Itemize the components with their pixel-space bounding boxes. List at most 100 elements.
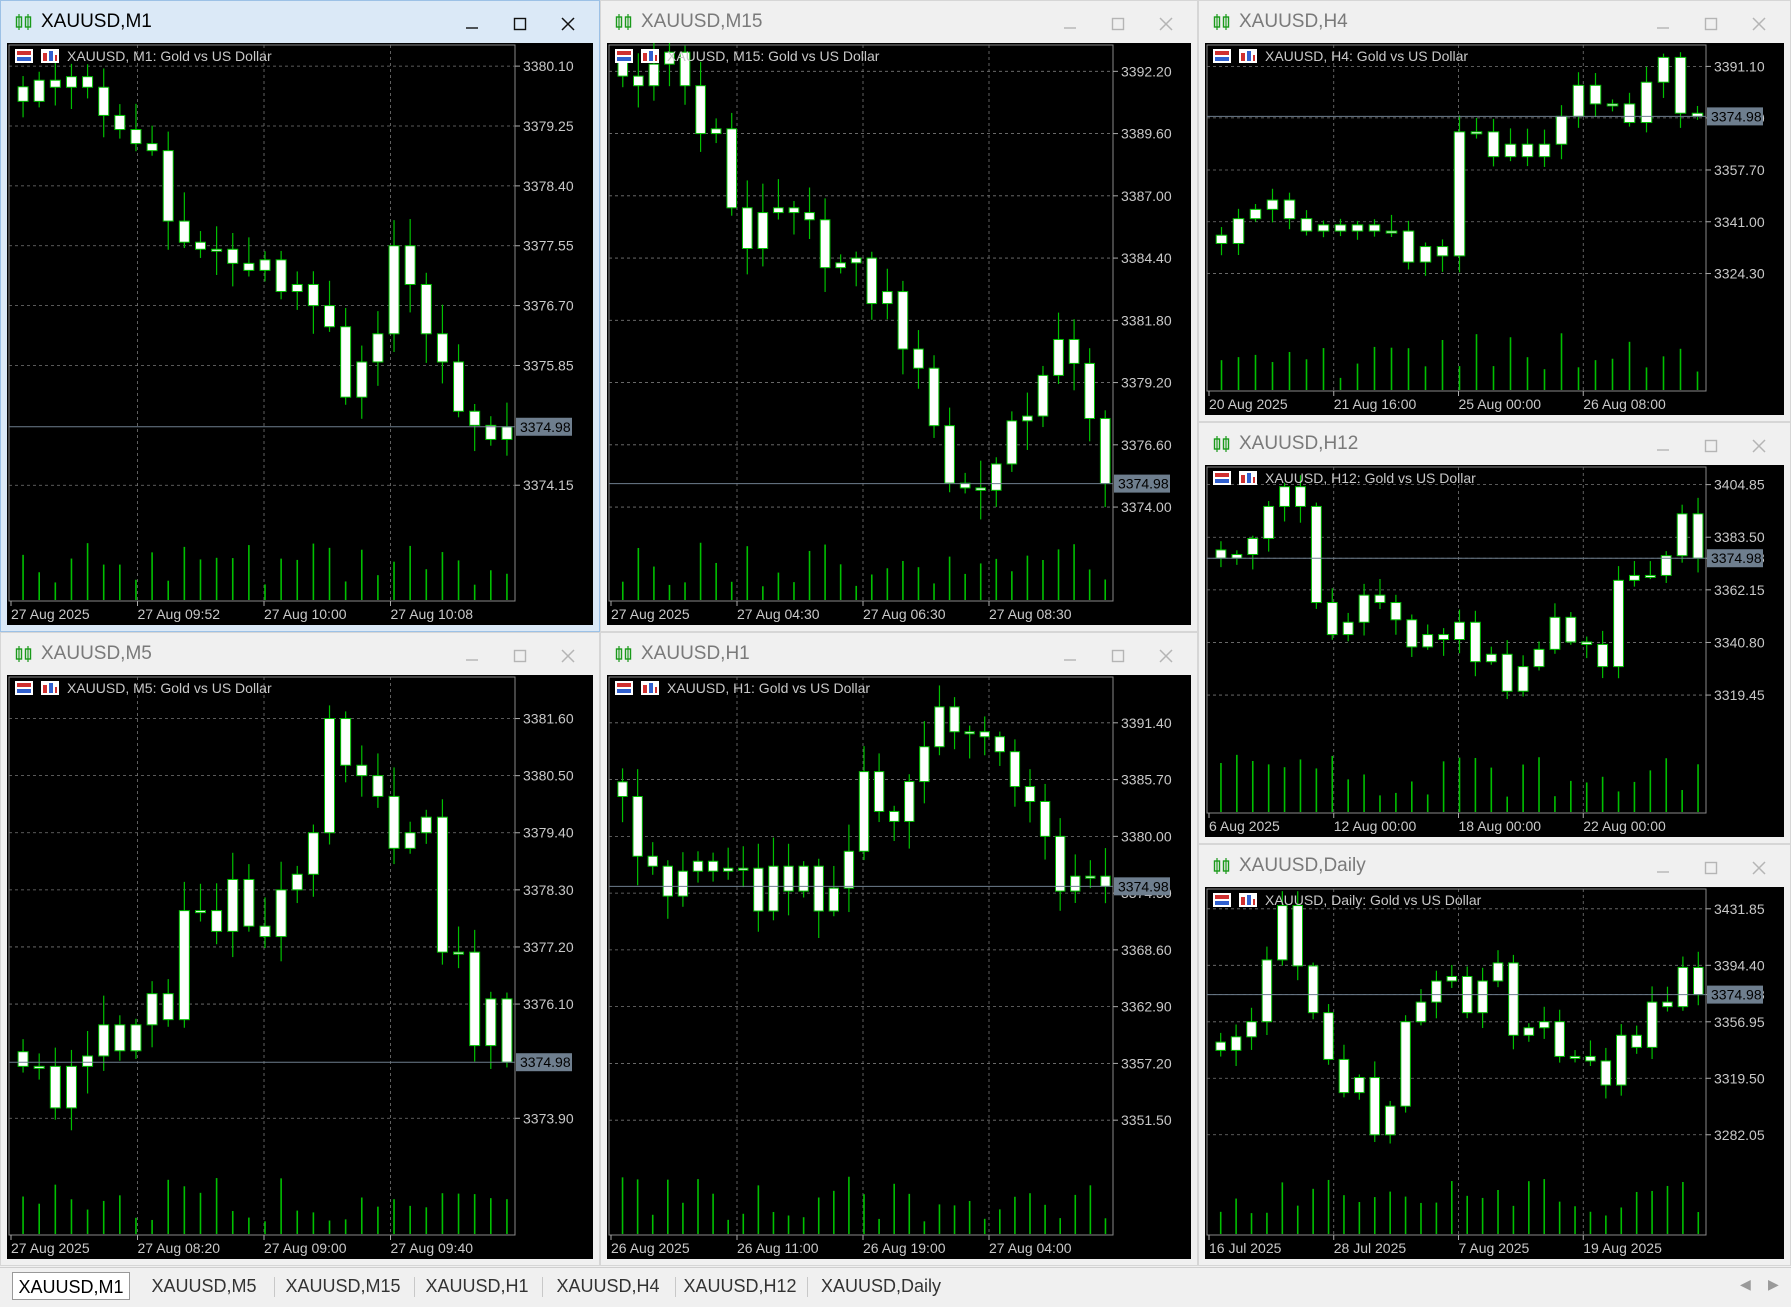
minimize-button[interactable] [1648, 9, 1678, 37]
candlestick-chart-icon [15, 645, 33, 663]
minimize-button[interactable] [1055, 641, 1085, 669]
candle [1657, 56, 1670, 83]
one-click-trading-icon[interactable] [615, 681, 633, 695]
symbol-description: XAUUSD, H4: Gold vs US Dollar [1265, 48, 1468, 64]
trade-panel-icon[interactable] [1239, 893, 1257, 907]
tab-xauusd-h12[interactable]: XAUUSD,H12 [683, 1276, 797, 1296]
chart-window-m1[interactable]: XAUUSD,M1 3380.10 3379.25 3378.40 3377.55 337… [0, 0, 600, 632]
candlestick-chart[interactable]: 3380.10 3379.25 3378.40 3377.55 3376.70 3375.… [7, 43, 593, 625]
close-button[interactable] [1744, 431, 1774, 459]
candle [1538, 143, 1551, 158]
chart-area[interactable]: 3381.60 3380.50 3379.40 3378.30 3377.20 3376.… [7, 675, 593, 1259]
trade-panel-icon[interactable] [41, 681, 59, 695]
chart-window-h4[interactable]: XAUUSD,H43391.103374.503357.703341.00332… [1198, 0, 1791, 422]
maximize-button[interactable] [1696, 431, 1726, 459]
one-click-trading-icon[interactable] [615, 49, 633, 63]
chart-area[interactable]: 3391.403385.703380.003374.303368.603362.… [607, 675, 1191, 1259]
window-title: XAUUSD,M15 [641, 11, 763, 32]
window-titlebar[interactable]: XAUUSD,M1 [1, 1, 599, 43]
maximize-button[interactable] [1103, 641, 1133, 669]
close-button[interactable] [553, 9, 583, 37]
trade-panel-icon[interactable] [641, 49, 659, 63]
candle [1597, 643, 1609, 668]
minimize-button[interactable] [1055, 9, 1085, 37]
candlestick-chart[interactable]: 3381.60 3380.50 3379.40 3378.30 3377.20 3376.… [7, 675, 593, 1259]
trade-panel-icon[interactable] [1239, 49, 1257, 63]
candle [913, 348, 924, 369]
one-click-trading-icon[interactable] [1213, 893, 1231, 907]
candle [324, 305, 336, 328]
candle [1555, 115, 1568, 145]
maximize-button[interactable] [1103, 9, 1133, 37]
window-title: XAUUSD,M1 [41, 11, 152, 32]
one-click-trading-icon[interactable] [15, 49, 33, 63]
candlestick-chart[interactable]: 3431.85 3394.40 3374.98 3356.95 3319.50 3282.… [1205, 887, 1784, 1259]
one-click-trading-icon[interactable] [1213, 471, 1231, 485]
candle [904, 781, 915, 822]
chart-window-m15[interactable]: XAUUSD,M15 3392.20 3389.60 3387.00 3384.40 33… [600, 0, 1198, 632]
time-label: 21 Aug 16:00 [1334, 396, 1417, 412]
close-button[interactable] [1744, 9, 1774, 37]
window-titlebar[interactable]: XAUUSD,Daily [1199, 845, 1790, 887]
trade-panel-icon[interactable] [41, 49, 59, 63]
candlestick-chart-icon [615, 645, 633, 663]
minimize-button[interactable] [457, 9, 487, 37]
chart-area[interactable]: 3431.85 3394.40 3374.98 3356.95 3319.50 3282.… [1205, 887, 1784, 1259]
price-label: 3391.40 [1121, 715, 1172, 731]
trade-panel-icon[interactable] [641, 681, 659, 695]
chart-area[interactable]: 3392.20 3389.60 3387.00 3384.40 3381.80 3379.… [607, 43, 1191, 625]
price-label: 3375.85 [523, 357, 574, 373]
tab-xauusd-m5[interactable]: XAUUSD,M5 [151, 1276, 257, 1296]
scroll-right-icon[interactable]: ▶ [1768, 1276, 1779, 1292]
chart-window-daily[interactable]: XAUUSD,Daily 3431.85 3394.40 3374.98 3356.95… [1198, 844, 1791, 1266]
tab-xauusd-h4[interactable]: XAUUSD,H4 [556, 1276, 660, 1296]
candle [453, 951, 465, 955]
price-label: 3374.15 [523, 477, 574, 493]
candle [1247, 537, 1259, 555]
price-label: 3374.00 [1121, 499, 1172, 515]
maximize-button[interactable] [1696, 9, 1726, 37]
trade-panel-icon[interactable] [1239, 471, 1257, 485]
chart-window-m5[interactable]: XAUUSD,M5 3381.60 3380.50 3379.40 3378.30 337… [0, 632, 600, 1266]
candle [1565, 616, 1577, 643]
candle [1485, 653, 1497, 663]
candle [1317, 224, 1330, 232]
minimize-button[interactable] [1648, 431, 1678, 459]
window-titlebar[interactable]: XAUUSD,H1 [601, 633, 1197, 675]
tab-xauusd-m15[interactable]: XAUUSD,M15 [285, 1276, 401, 1296]
close-button[interactable] [553, 641, 583, 669]
candlestick-chart[interactable]: 3391.403385.703380.003374.303368.603362.… [607, 675, 1191, 1259]
minimize-button[interactable] [1648, 853, 1678, 881]
candle [501, 426, 513, 440]
candlestick-chart[interactable]: 3404.85 3383.50 3374.98 3362.15 3340.80 3319.… [1205, 465, 1784, 837]
window-titlebar[interactable]: XAUUSD,H4 [1199, 1, 1790, 43]
maximize-button[interactable] [505, 9, 535, 37]
tab-xauusd-daily[interactable]: XAUUSD,Daily [820, 1276, 942, 1296]
chart-area[interactable]: 3404.85 3383.50 3374.98 3362.15 3340.80 3319.… [1205, 465, 1784, 837]
time-label: 27 Aug 09:40 [391, 1240, 474, 1256]
chart-window-h1[interactable]: XAUUSD,H13391.403385.703380.003374.30336… [600, 632, 1198, 1266]
window-titlebar[interactable]: XAUUSD,H12 [1199, 423, 1790, 465]
candle [275, 259, 287, 293]
close-button[interactable] [1744, 853, 1774, 881]
tab-xauusd-m1[interactable]: XAUUSD,M1 [12, 1272, 130, 1300]
one-click-trading-icon[interactable] [15, 681, 33, 695]
candle [1055, 835, 1066, 892]
chart-area[interactable]: 3380.10 3379.25 3378.40 3377.55 3376.70 3375.… [7, 43, 593, 625]
candle [994, 736, 1005, 753]
maximize-button[interactable] [1696, 853, 1726, 881]
window-titlebar[interactable]: XAUUSD,M15 [601, 1, 1197, 43]
minimize-button[interactable] [457, 641, 487, 669]
tab-xauusd-h1[interactable]: XAUUSD,H1 [425, 1276, 529, 1296]
one-click-trading-icon[interactable] [1213, 49, 1231, 63]
maximize-button[interactable] [505, 641, 535, 669]
candlestick-chart[interactable]: 3392.20 3389.60 3387.00 3384.40 3381.80 3379.… [607, 43, 1191, 625]
scroll-left-icon[interactable]: ◀ [1740, 1276, 1751, 1292]
close-button[interactable] [1151, 641, 1181, 669]
window-titlebar[interactable]: XAUUSD,M5 [1, 633, 599, 675]
chart-window-h12[interactable]: XAUUSD,H12 3404.85 3383.50 3374.98 3362.15 33… [1198, 422, 1791, 844]
price-label: 3376.10 [523, 996, 574, 1012]
close-button[interactable] [1151, 9, 1181, 37]
